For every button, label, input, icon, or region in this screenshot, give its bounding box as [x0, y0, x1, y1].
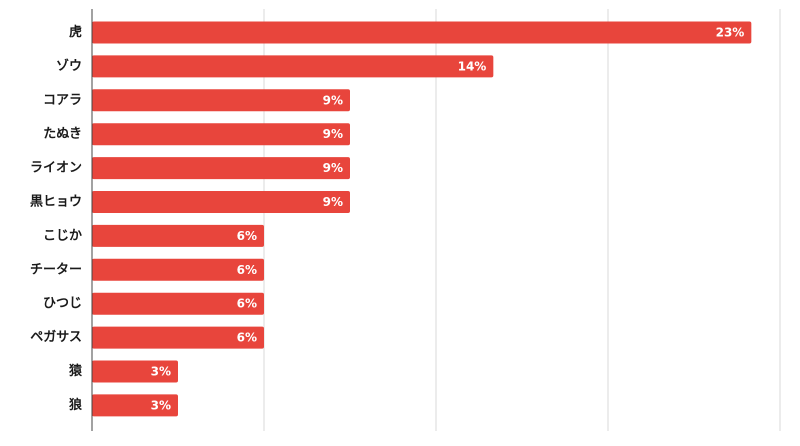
category-label: ペガサス — [30, 330, 82, 345]
category-label: 虎 — [69, 24, 82, 40]
category-label: コアラ — [43, 93, 82, 108]
bar — [92, 258, 264, 281]
bar — [92, 360, 178, 383]
bar-value-label: 6% — [237, 331, 257, 345]
bar — [92, 191, 350, 213]
bar — [92, 292, 264, 315]
category-label: ひつじ — [43, 296, 82, 311]
bar-value-label: 3% — [151, 398, 171, 412]
category-label: たぬき — [43, 127, 82, 142]
bars: 23% 14% 9% 9% 9% 9% 6% 6% 6% 6% 3% 3% — [92, 21, 752, 417]
bar-value-label: 6% — [237, 263, 257, 277]
bar-value-label: 14% — [458, 59, 487, 73]
category-label: 狼 — [68, 397, 83, 413]
bar — [92, 157, 350, 180]
bar — [92, 123, 350, 146]
bar — [92, 21, 752, 44]
bar-value-label: 3% — [151, 365, 171, 379]
bar — [92, 394, 178, 417]
category-label: 黒ヒョウ — [30, 194, 82, 210]
bar — [92, 224, 264, 247]
grid-layer — [263, 9, 781, 431]
category-label: こじか — [43, 228, 82, 243]
bar-value-label: 9% — [323, 161, 343, 175]
bar-value-label: 9% — [323, 127, 343, 141]
bar-value-label: 23% — [716, 26, 745, 40]
bar-value-label: 6% — [237, 297, 257, 311]
bar — [92, 326, 264, 349]
bar-value-label: 9% — [323, 93, 343, 107]
category-label: チーター — [30, 262, 82, 277]
bar-value-label: 6% — [237, 229, 257, 243]
category-label: 猿 — [68, 363, 83, 379]
bar — [92, 55, 494, 78]
category-label: ゾウ — [56, 58, 82, 74]
category-label: ライオン — [30, 161, 82, 176]
bar — [92, 89, 350, 112]
bar-value-label: 9% — [323, 195, 343, 209]
